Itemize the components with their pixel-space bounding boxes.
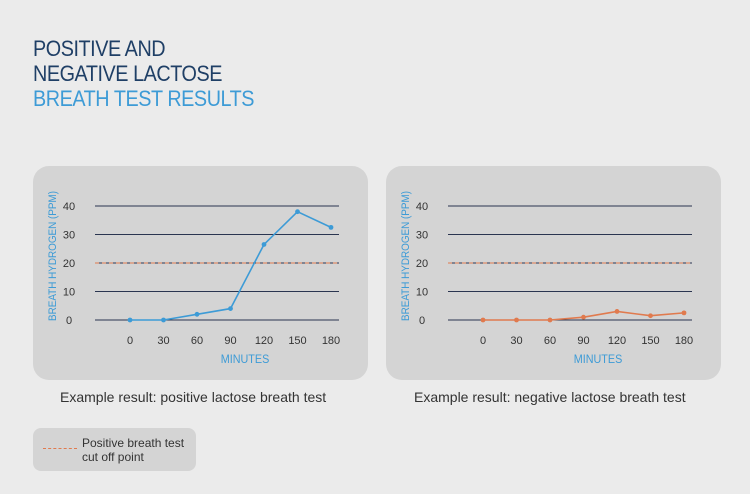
- y-tick-label: 20: [63, 258, 75, 270]
- cutoff-legend-swatch: [43, 448, 77, 449]
- x-tick-label: 150: [288, 335, 306, 347]
- title-line-2: NEGATIVE LACTOSE: [33, 61, 223, 86]
- x-tick-label: 0: [127, 335, 133, 347]
- negative-chart-panel: 0 10 20 30 40 0 30 60 90 120 150 180 MINUTES BREATH H…: [386, 166, 721, 380]
- data-point: [194, 311, 200, 317]
- data-point: [295, 209, 300, 215]
- y-tick-label: 20: [416, 258, 428, 270]
- x-tick-label: 90: [577, 335, 589, 347]
- y-tick-label: 30: [63, 230, 75, 242]
- negative-chart: 0 10 20 30 40 0 30 60 90 120 150 180 MINUTES BREATH H…: [401, 191, 694, 367]
- y-tick-label: 30: [416, 230, 428, 242]
- x-tick-label: 150: [641, 335, 659, 347]
- x-axis-label: MINUTES: [574, 354, 623, 367]
- y-tick-label: 40: [416, 201, 428, 213]
- x-tick-label: 90: [224, 335, 236, 347]
- x-tick-label: 60: [191, 335, 203, 347]
- data-point: [161, 317, 166, 323]
- x-tick-label: 30: [157, 335, 169, 347]
- positive-chart: 0 10 20 30 40 0 30 60 90 120 150 180 MINUTES BREATH H…: [48, 191, 341, 367]
- y-tick-label: 0: [419, 315, 425, 327]
- y-axis-label: BREATH HYDROGEN (PPM): [48, 191, 60, 321]
- y-tick-label: 0: [66, 315, 72, 327]
- data-point: [614, 309, 620, 314]
- legend: Positive breath test cut off point: [33, 428, 196, 471]
- x-tick-label: 60: [544, 335, 556, 347]
- data-point: [547, 317, 553, 323]
- positive-chart-panel: 0 10 20 30 40 0 30 60 90 120 150 180 MINUTES BREATH H…: [33, 166, 368, 380]
- y-tick-label: 40: [63, 201, 75, 213]
- legend-label: Positive breath test cut off point: [82, 436, 184, 464]
- legend-line-1: Positive breath test: [82, 436, 185, 450]
- negative-chart-caption: Example result: negative lactose breath …: [414, 389, 686, 405]
- x-tick-label: 120: [608, 335, 626, 347]
- x-axis-label: MINUTES: [221, 354, 270, 367]
- data-point: [480, 317, 486, 323]
- data-point: [261, 242, 267, 247]
- data-point: [581, 314, 586, 320]
- x-tick-label: 0: [480, 335, 486, 347]
- page-title: POSITIVE AND NEGATIVE LACTOSE BREATH TES…: [33, 36, 254, 111]
- y-axis-label: BREATH HYDROGEN (PPM): [401, 191, 413, 321]
- x-tick-label: 180: [675, 335, 693, 347]
- data-point: [648, 313, 653, 319]
- legend-line-2: cut off point: [82, 450, 144, 464]
- data-point: [228, 306, 233, 311]
- y-tick-label: 10: [416, 287, 428, 299]
- data-point: [328, 224, 334, 230]
- x-tick-label: 180: [322, 335, 340, 347]
- title-line-1: POSITIVE AND: [33, 36, 166, 61]
- series-line: [130, 210, 332, 321]
- title-line-3: BREATH TEST RESULTS: [33, 86, 255, 111]
- positive-chart-caption: Example result: positive lactose breath …: [60, 389, 327, 405]
- data-point: [127, 317, 133, 323]
- x-tick-label: 120: [255, 335, 273, 347]
- data-point: [681, 310, 687, 316]
- y-tick-label: 10: [63, 287, 75, 299]
- data-point: [514, 317, 519, 323]
- x-tick-label: 30: [510, 335, 522, 347]
